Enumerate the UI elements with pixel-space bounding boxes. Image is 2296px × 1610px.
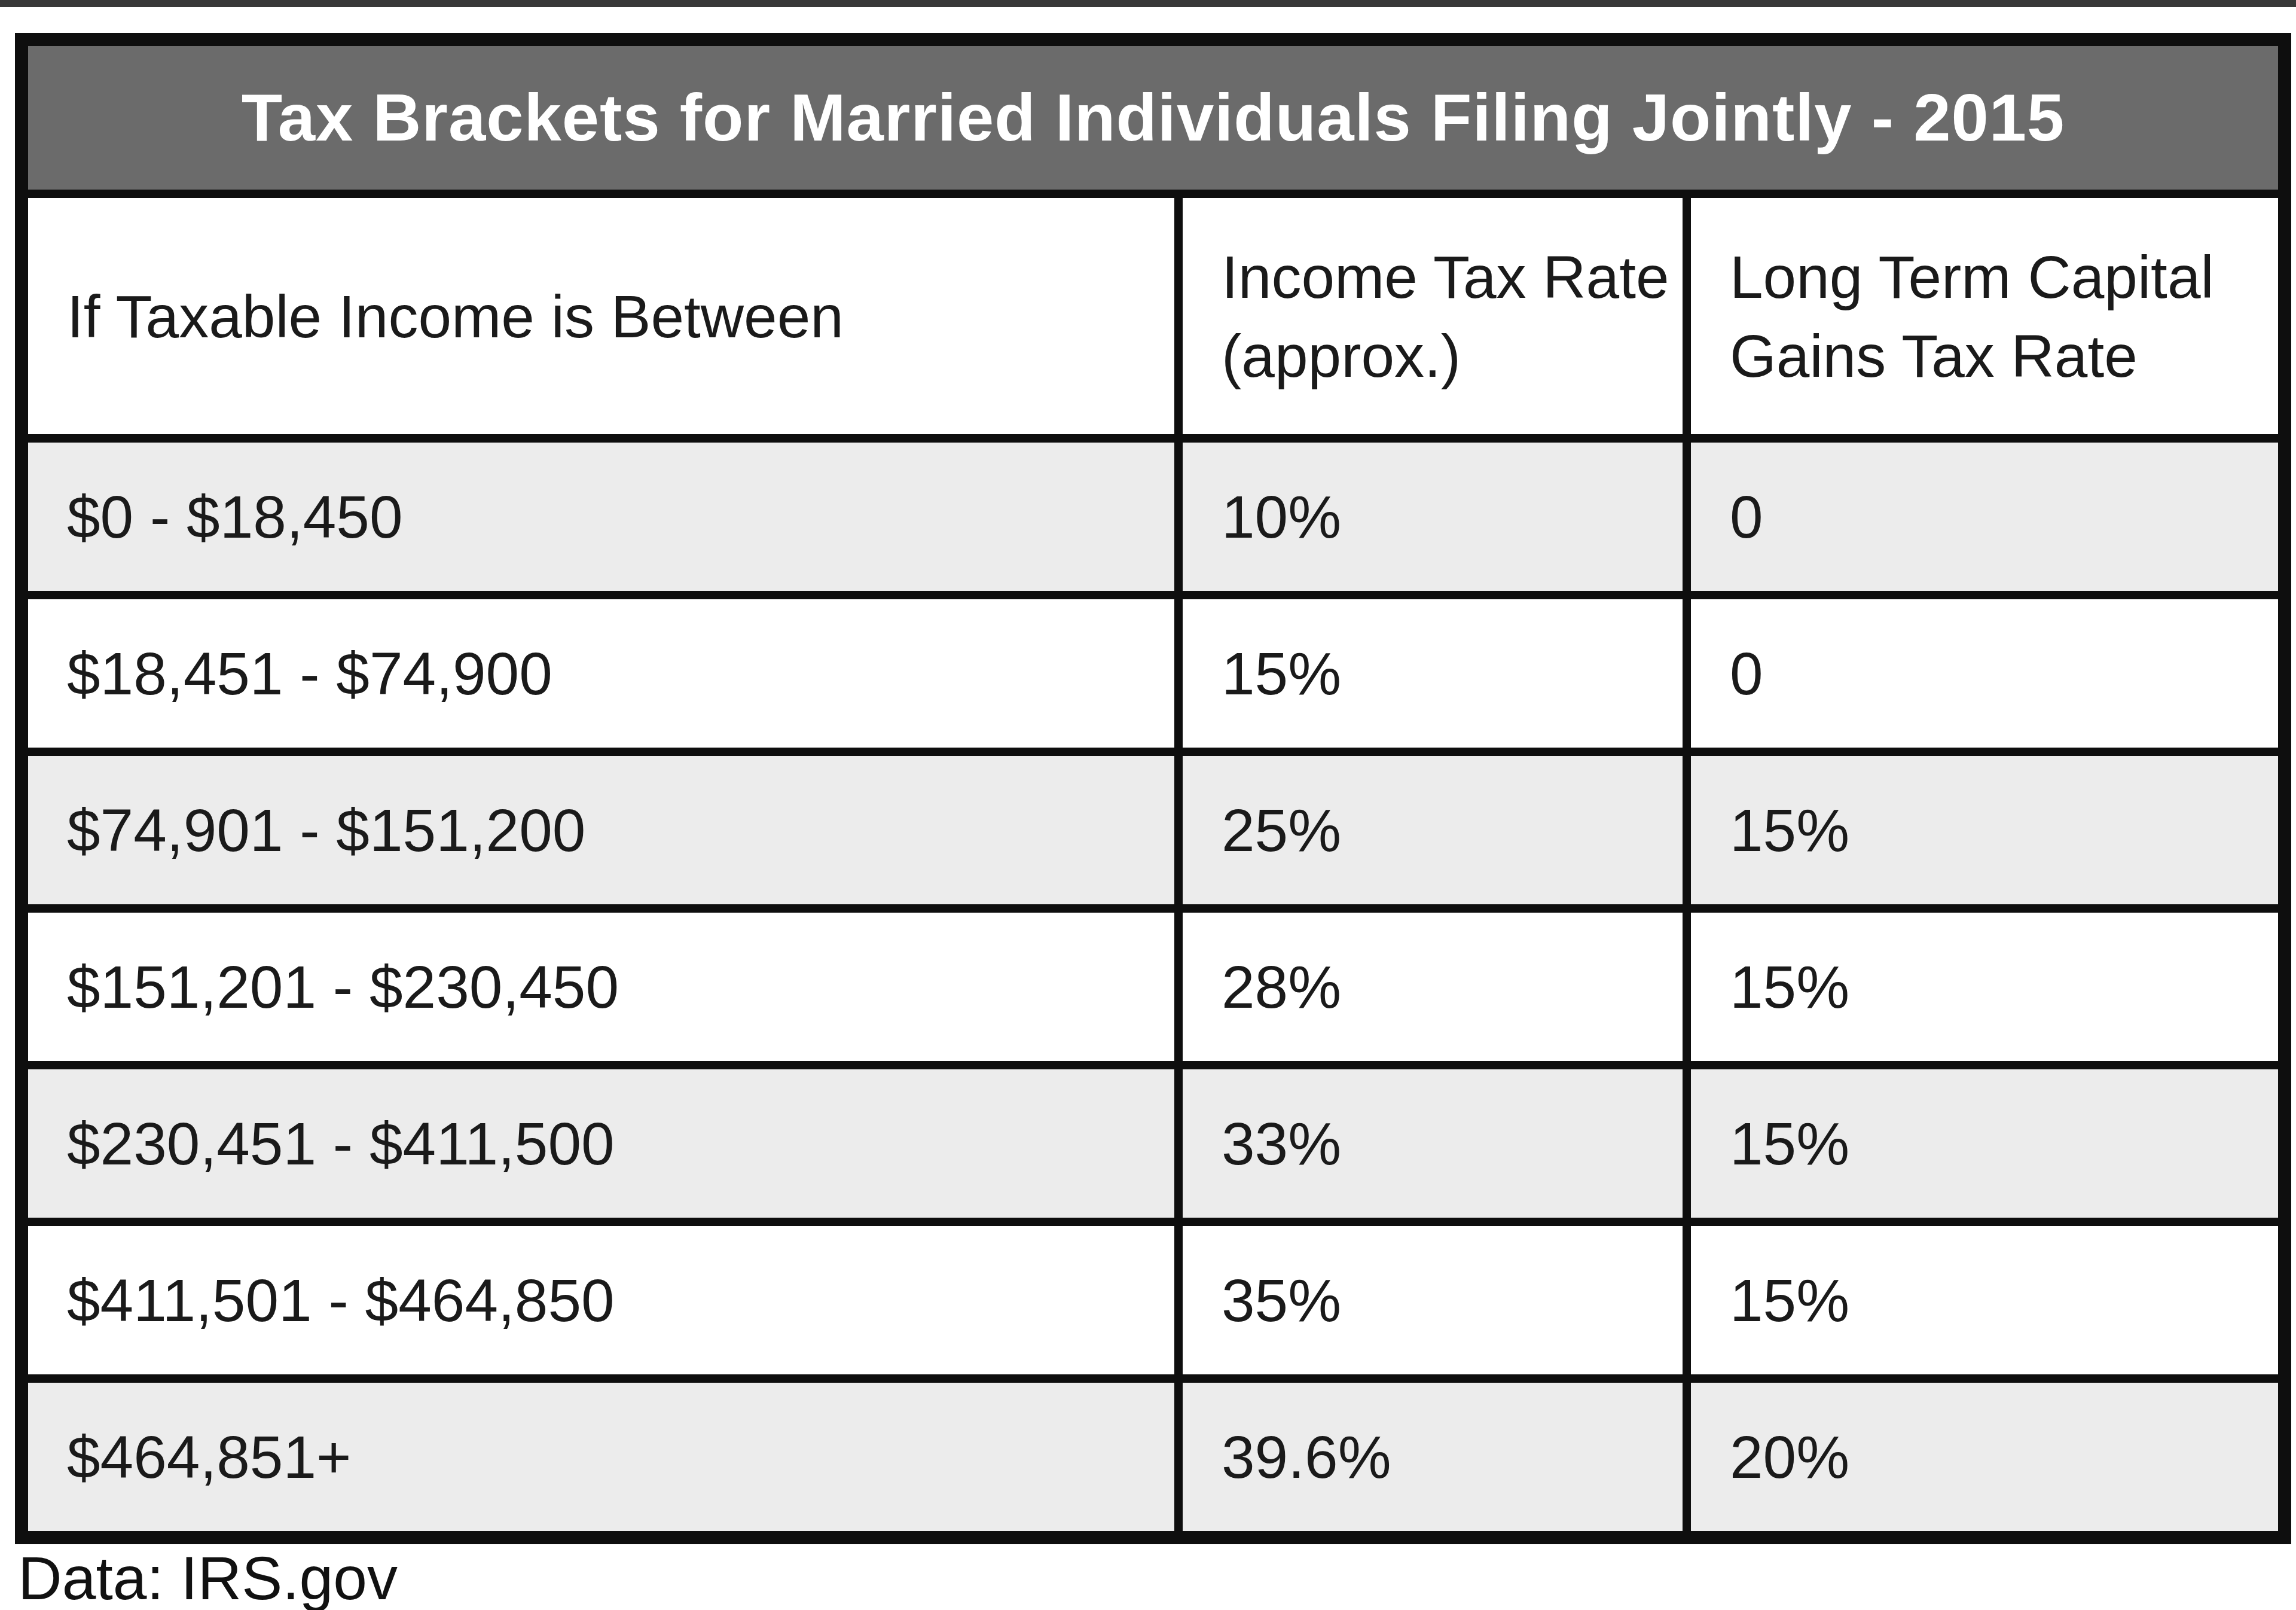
top-edge-strip (0, 0, 2296, 7)
table-row: $74,901 - $151,200 25% 15% (22, 752, 2285, 908)
income-tax-rate-cell: 28% (1178, 908, 1687, 1065)
table-row: $230,451 - $411,500 33% 15% (22, 1065, 2285, 1222)
income-tax-rate-cell: 35% (1178, 1222, 1687, 1379)
table-row: $18,451 - $74,900 15% 0 (22, 595, 2285, 752)
table-title-row: Tax Brackets for Married Individuals Fil… (22, 39, 2285, 194)
income-tax-rate-cell: 25% (1178, 752, 1687, 908)
ltcg-rate-cell: 15% (1687, 752, 2285, 908)
table-row: $151,201 - $230,450 28% 15% (22, 908, 2285, 1065)
tax-brackets-table-container: Tax Brackets for Married Individuals Fil… (15, 33, 2291, 1544)
table-title: Tax Brackets for Married Individuals Fil… (22, 39, 2285, 194)
income-tax-rate-cell: 33% (1178, 1065, 1687, 1222)
income-range-cell: $464,851+ (22, 1379, 1178, 1538)
income-range-cell: $0 - $18,450 (22, 438, 1178, 595)
ltcg-rate-cell: 15% (1687, 1222, 2285, 1379)
tax-brackets-table: Tax Brackets for Married Individuals Fil… (15, 33, 2291, 1544)
ltcg-rate-cell: 0 (1687, 438, 2285, 595)
column-header-income-tax-rate: Income Tax Rate (approx.) (1178, 194, 1687, 438)
ltcg-rate-cell: 15% (1687, 908, 2285, 1065)
income-tax-rate-cell: 10% (1178, 438, 1687, 595)
income-range-cell: $151,201 - $230,450 (22, 908, 1178, 1065)
data-source-note: Data: IRS.gov (18, 1548, 398, 1609)
income-tax-rate-cell: 15% (1178, 595, 1687, 752)
ltcg-rate-cell: 15% (1687, 1065, 2285, 1222)
table-row: $464,851+ 39.6% 20% (22, 1379, 2285, 1538)
table-row: $0 - $18,450 10% 0 (22, 438, 2285, 595)
column-header-ltcg-rate: Long Term Capital Gains Tax Rate (1687, 194, 2285, 438)
income-range-cell: $230,451 - $411,500 (22, 1065, 1178, 1222)
ltcg-rate-cell: 0 (1687, 595, 2285, 752)
table-header-row: If Taxable Income is Between Income Tax … (22, 194, 2285, 438)
column-header-income-range: If Taxable Income is Between (22, 194, 1178, 438)
income-range-cell: $74,901 - $151,200 (22, 752, 1178, 908)
ltcg-rate-cell: 20% (1687, 1379, 2285, 1538)
income-range-cell: $18,451 - $74,900 (22, 595, 1178, 752)
table-body: $0 - $18,450 10% 0 $18,451 - $74,900 15%… (22, 438, 2285, 1538)
income-tax-rate-cell: 39.6% (1178, 1379, 1687, 1538)
table-row: $411,501 - $464,850 35% 15% (22, 1222, 2285, 1379)
income-range-cell: $411,501 - $464,850 (22, 1222, 1178, 1379)
